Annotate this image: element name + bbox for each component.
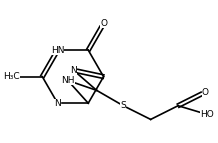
Text: S: S [120, 101, 126, 110]
Text: N: N [54, 99, 61, 108]
Text: N: N [54, 46, 61, 55]
Text: O: O [202, 88, 209, 97]
Text: N: N [70, 66, 77, 75]
Text: NH: NH [61, 76, 75, 85]
Text: HN: HN [51, 46, 64, 55]
Text: HO: HO [201, 110, 214, 119]
Text: O: O [100, 19, 107, 28]
Text: H₃C: H₃C [3, 72, 20, 81]
